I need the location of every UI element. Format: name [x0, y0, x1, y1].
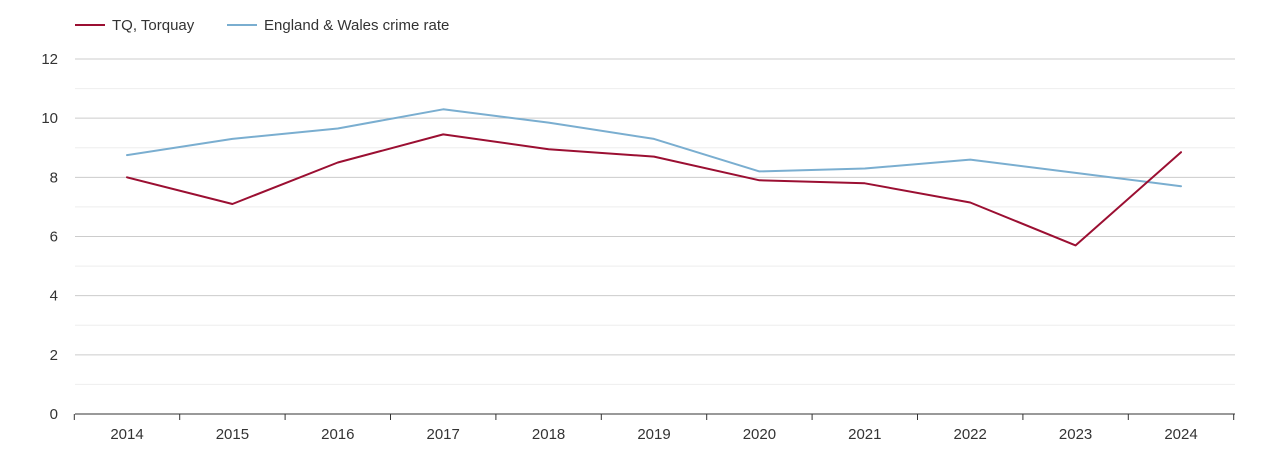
y-tick-label: 6	[50, 229, 58, 246]
x-tick-label: 2022	[954, 426, 987, 443]
legend: TQ, Torquay England & Wales crime rate	[75, 17, 449, 34]
axes: 0 2 4 6 8 10 12 2014 2015 2016 2017 2018 2019 2020 202…	[41, 51, 1235, 443]
y-tick-label: 10	[41, 110, 58, 127]
y-tick-label: 8	[50, 169, 58, 186]
x-tick-label: 2019	[637, 426, 670, 443]
x-tick-label: 2023	[1059, 426, 1092, 443]
y-tick-label: 0	[50, 406, 58, 423]
x-tick-label: 2018	[532, 426, 565, 443]
gridlines	[75, 58, 1235, 385]
x-tick-label: 2021	[848, 426, 881, 443]
x-tick-label: 2015	[216, 426, 249, 443]
x-tick-label: 2016	[321, 426, 354, 443]
legend-label-england-wales: England & Wales crime rate	[264, 17, 449, 34]
y-tick-label: 2	[50, 347, 58, 364]
series-lines	[126, 108, 1182, 247]
y-tick-label: 12	[41, 51, 58, 68]
series-line-torquay[interactable]	[126, 133, 1182, 247]
x-tick-label: 2020	[743, 426, 776, 443]
x-tick-label: 2014	[110, 426, 143, 443]
x-tick-label: 2017	[427, 426, 460, 443]
y-tick-label: 4	[50, 288, 58, 305]
legend-item-england-wales[interactable]: England & Wales crime rate	[227, 17, 449, 34]
legend-item-torquay[interactable]: TQ, Torquay	[75, 17, 195, 34]
series-line-england-wales[interactable]	[126, 108, 1182, 188]
x-tick-label: 2024	[1164, 426, 1197, 443]
legend-label-torquay: TQ, Torquay	[112, 17, 195, 34]
